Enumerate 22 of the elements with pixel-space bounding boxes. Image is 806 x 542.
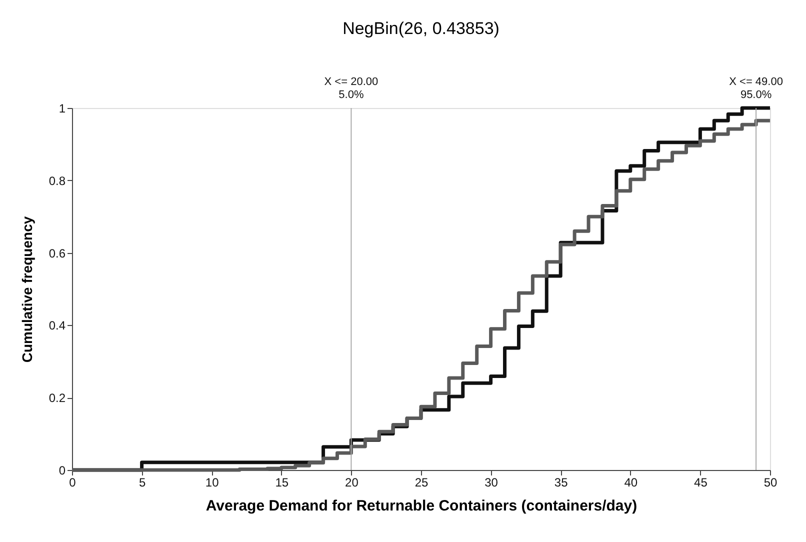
y-axis-title: Cumulative frequency <box>18 216 35 363</box>
x-tick-label: 10 <box>205 476 220 490</box>
x-tick-label: 20 <box>345 476 359 490</box>
x-tick-label: 5 <box>138 476 146 490</box>
y-tick-label: 1 <box>58 102 66 116</box>
x-axis-title: Average Demand for Returnable Containers (containers/day) <box>206 498 638 514</box>
x-tick-label: 40 <box>624 476 638 490</box>
y-tick-label: 0 <box>58 464 66 478</box>
y-tick-label: 0.2 <box>48 391 66 406</box>
y-tick-label: 0.8 <box>48 174 66 188</box>
x-tick-label: 45 <box>694 476 708 490</box>
x-tick-label: 50 <box>764 476 778 490</box>
y-tick-label: 0.6 <box>48 246 66 260</box>
x-tick-label: 25 <box>414 476 428 490</box>
x-tick-label: 30 <box>484 476 498 490</box>
x-tick-label: 35 <box>554 476 568 490</box>
ref-line-label: X <= 49.00 95.0% <box>729 76 783 101</box>
chart-title: NegBin(26, 0.43853) <box>342 19 500 38</box>
y-tick-label: 0.4 <box>48 318 66 333</box>
x-tick-label: 15 <box>275 476 289 490</box>
ref-line-label: X <= 20.00 5.0% <box>324 76 378 101</box>
x-tick-label: 0 <box>69 476 76 490</box>
